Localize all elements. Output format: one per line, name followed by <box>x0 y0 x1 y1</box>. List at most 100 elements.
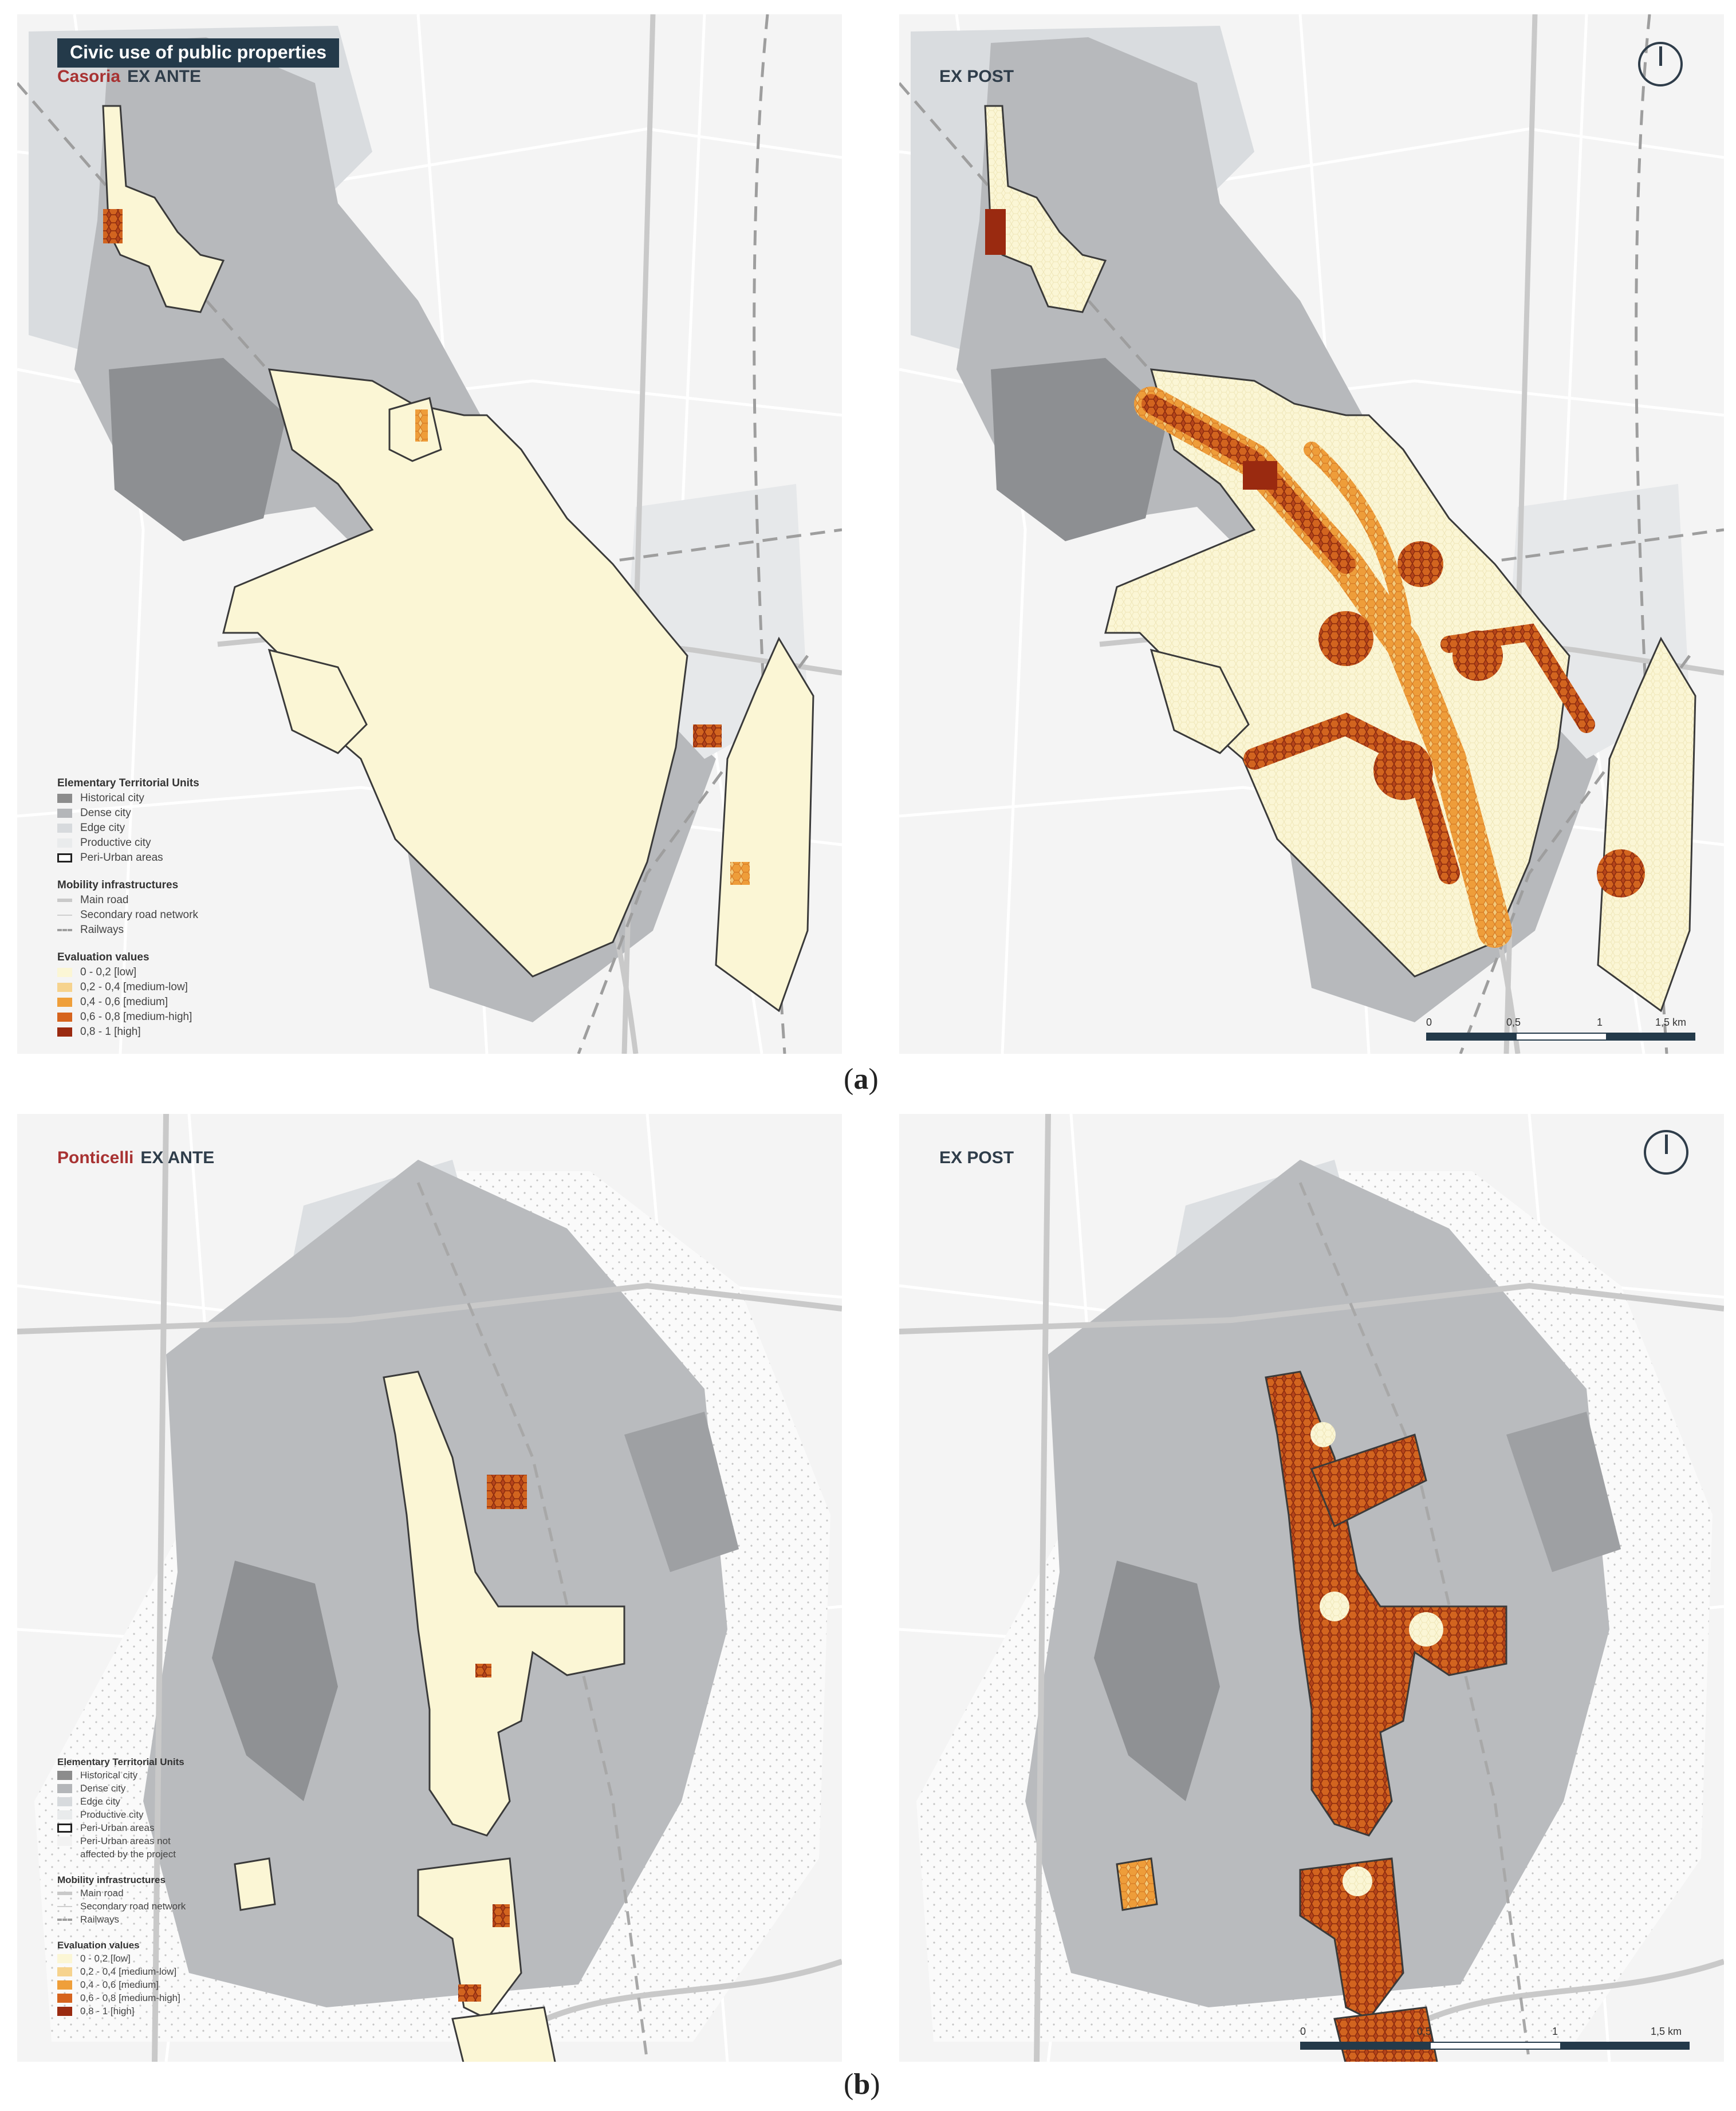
casoria-ex-post-canvas <box>899 14 1724 1054</box>
legend-item: Main road <box>57 1886 186 1900</box>
hotspot-center <box>475 1664 491 1677</box>
peri-urban-west <box>234 1857 276 1911</box>
legend-item: Dense city <box>57 806 199 821</box>
historical-city-area <box>109 358 286 541</box>
peri-urban-spine <box>383 1370 625 1837</box>
ponticelli-ex-post-map: EX POST 0 0,5 1 1,5 km <box>899 1114 1724 2062</box>
legend-item: 0 - 0,2 [low] <box>57 1952 186 1965</box>
legend-item: 0,2 - 0,4 [medium-low] <box>57 1965 186 1978</box>
casoria-ex-ante-label: Casoria EX ANTE <box>57 67 201 86</box>
scale-tick: 0 <box>1300 2026 1306 2037</box>
legend-item: Peri-Urban areas not <box>57 1834 186 1848</box>
legend-eval-heading: Evaluation values <box>57 1940 140 1951</box>
corridor-south <box>1243 712 1460 884</box>
peri-urban-east-strip <box>715 636 814 1013</box>
hotspot-plaza <box>1243 461 1277 490</box>
peri-urban-west <box>1150 648 1250 754</box>
scale-tick: 0,5 <box>1506 1017 1521 1028</box>
ponticelli-ex-ante-canvas <box>17 1114 842 2062</box>
ponticelli-ex-ante-label: Ponticelli EX ANTE <box>57 1148 214 1168</box>
hotspot-node-3 <box>1452 631 1503 681</box>
legend-item: Productive city <box>57 1808 186 1821</box>
peri-urban-core <box>222 368 688 978</box>
legend-item: Secondary road network <box>57 908 199 923</box>
hotspot-north <box>415 409 428 442</box>
north-arrow-icon <box>1644 1130 1688 1175</box>
hotspot-south-1 <box>493 1904 510 1927</box>
eval-hotspots <box>985 209 1645 897</box>
hotspot-node-4 <box>1373 741 1433 800</box>
phase-label: EX ANTE <box>140 1148 215 1167</box>
caption-b: (b) <box>844 2068 880 2101</box>
legend-item: 0,2 - 0,4 [medium-low] <box>57 980 199 995</box>
legend-item: 0,8 - 1 [high] <box>57 2004 186 2018</box>
hotspot-east <box>693 724 722 747</box>
hotspot-south-2 <box>458 1984 481 2002</box>
place-name: Ponticelli <box>57 1148 134 1167</box>
low-patch <box>1343 1866 1372 1896</box>
place-name: Casoria <box>57 67 121 86</box>
phase-label: EX POST <box>939 1148 1014 1167</box>
legend-item: Historical city <box>57 1769 186 1782</box>
phase-label: EX POST <box>939 67 1014 86</box>
scale-tick: 0,5 <box>1417 2026 1432 2037</box>
peri-urban-west <box>267 648 368 754</box>
casoria-ex-ante-map: Civic use of public properties Casoria EX… <box>17 14 842 1054</box>
legend-item: Edge city <box>57 821 199 836</box>
peri-urban-east-strip <box>1597 636 1696 1013</box>
legend-etu-heading: Elementary Territorial Units <box>57 777 199 789</box>
legend-item: Dense city <box>57 1782 186 1795</box>
legend-item: 0,4 - 0,6 [medium] <box>57 995 199 1010</box>
legend-item: Railways <box>57 1913 186 1926</box>
legend-mobility-heading: Mobility infrastructures <box>57 879 179 891</box>
productive-city-area <box>624 1412 739 1572</box>
peri-urban-northwest <box>102 105 225 313</box>
peri-urban-south <box>1299 1857 1404 2020</box>
casoria-scale-bar: 0 0,5 1 1,5 km <box>1426 1017 1695 1041</box>
legend-item: 0,4 - 0,6 [medium] <box>57 1978 186 1991</box>
scale-tick: 1,5 km <box>1651 2026 1682 2037</box>
scale-tick: 1 <box>1552 2026 1558 2037</box>
hotspot-node-5 <box>1597 849 1645 897</box>
hotspot-node-1 <box>1318 611 1373 666</box>
corridor-ramp <box>1304 442 1411 629</box>
productive-city-area <box>1506 1412 1621 1572</box>
historical-city-area <box>212 1561 338 1801</box>
caption-a: (a) <box>844 1063 879 1096</box>
legend-item: 0,8 - 1 [high] <box>57 1025 199 1039</box>
peri-urban-south <box>417 1857 522 2020</box>
hotspot-node-2 <box>1398 541 1443 587</box>
legend-item: Main road <box>57 893 199 908</box>
legend-etu-heading: Elementary Territorial Units <box>57 1756 184 1767</box>
legend-mobility-heading: Mobility infrastructures <box>57 1874 166 1885</box>
peri-urban-west <box>1116 1857 1158 1911</box>
casoria-ex-post-map: EX POST 0 0,5 1 1,5 km <box>899 14 1724 1054</box>
legend-eval-heading: Evaluation values <box>57 951 149 963</box>
north-arrow-icon <box>1638 42 1683 86</box>
hotspot-northwest <box>103 209 123 243</box>
casoria-ex-ante-canvas <box>17 14 842 1054</box>
legend-item: Productive city <box>57 836 199 850</box>
hotspot-north <box>487 1475 527 1509</box>
scale-tick: 1,5 km <box>1655 1017 1687 1028</box>
low-value-patches <box>1310 1422 1443 1896</box>
peri-urban-southwest <box>451 2006 556 2062</box>
casoria-legend: Elementary Territorial Units Historical … <box>57 776 199 1039</box>
legend-item: Edge city <box>57 1795 186 1808</box>
ponticelli-ex-ante-map: Ponticelli EX ANTE Elementary Territorial… <box>17 1114 842 2062</box>
eval-hotspots <box>103 209 750 885</box>
ponticelli-legend: Elementary Territorial Units Historical … <box>57 1755 186 2018</box>
legend-item: Historical city <box>57 791 199 806</box>
legend-item: Peri-Urban areas <box>57 850 199 865</box>
casoria-ex-post-label: EX POST <box>939 67 1014 86</box>
ponticelli-ex-post-canvas <box>899 1114 1724 2062</box>
hotspot-northwest <box>985 209 1006 255</box>
legend-item: Secondary road network <box>57 1900 186 1913</box>
legend-item: Peri-Urban areas <box>57 1821 186 1834</box>
low-patch <box>1310 1422 1336 1447</box>
phase-label: EX ANTE <box>127 67 201 86</box>
historical-city-area <box>991 358 1168 541</box>
peri-urban-arm <box>1310 1433 1427 1528</box>
figure-title: Civic use of public properties <box>57 38 340 68</box>
historical-city-area <box>1094 1561 1220 1801</box>
